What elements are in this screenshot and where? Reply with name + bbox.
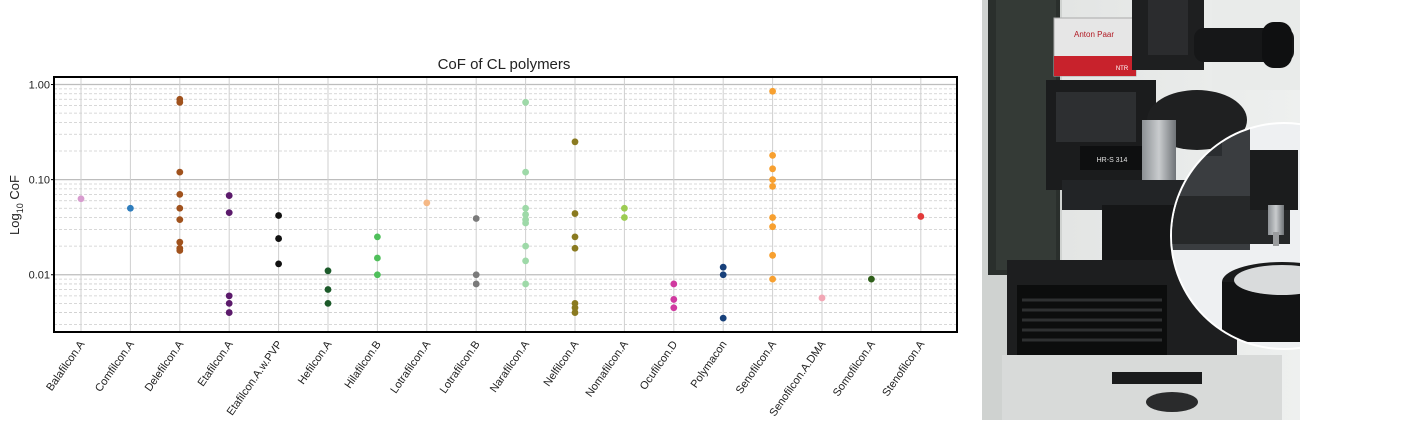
x-tick-label: Delefilcon.A (143, 338, 187, 394)
data-point (522, 204, 529, 212)
x-tick-label: Etafilcon.A (196, 338, 236, 388)
data-point (719, 263, 727, 271)
data-point (769, 165, 776, 173)
x-tick-label: Ocufilcon.D (638, 339, 680, 393)
data-point (917, 213, 925, 220)
brand-text: Anton Paar (1074, 30, 1114, 39)
data-point (522, 257, 529, 265)
data-point (472, 215, 480, 222)
data-point (176, 247, 184, 254)
data-point (275, 235, 282, 242)
data-point (621, 204, 628, 212)
y-tick-labels: 1.00 0.10 0.01 (29, 80, 54, 282)
data-point (621, 214, 628, 221)
data-point (522, 242, 529, 250)
data-point (176, 216, 184, 224)
data-point (472, 280, 480, 288)
data-point (522, 98, 529, 106)
data-point (374, 233, 381, 241)
data-point (670, 304, 678, 312)
data-point (670, 296, 678, 303)
data-point (126, 204, 134, 212)
data-point (670, 280, 678, 288)
data-point (769, 151, 776, 159)
data-point (176, 98, 184, 106)
y-axis-label: Log10 CoF (7, 175, 25, 235)
data-point (571, 244, 579, 252)
data-point (324, 267, 332, 275)
data-point (769, 223, 776, 231)
x-tick-label: Somofilcon.A (831, 338, 878, 399)
data-point (571, 304, 579, 312)
x-tick-label: Stenofilcon.A (880, 338, 927, 399)
data-point (225, 292, 233, 300)
data-point (522, 211, 529, 218)
data-point (176, 190, 184, 198)
data-point (769, 182, 776, 190)
x-tick-label: Balafilcon.A (44, 338, 88, 393)
data-point (522, 168, 529, 176)
data-point (719, 271, 727, 279)
x-tick-label: Senofilcon.A.DMA (767, 338, 828, 419)
y-axis-label-sub: 10 (15, 203, 25, 213)
x-tick-label: Hefilcon.A (296, 338, 335, 386)
chart-title: CoF of CL polymers (438, 56, 571, 73)
data-point (719, 314, 727, 322)
data-point (769, 275, 776, 283)
data-point (176, 168, 184, 176)
cof-chart: CoF of CL polymers 1.00 0.10 0.01 Balafilc… (7, 56, 958, 419)
y-axis-label-main: Log (7, 213, 22, 235)
data-point (571, 210, 579, 217)
data-point (423, 199, 431, 207)
data-point (769, 214, 776, 221)
x-tick-label: Lotrafilcon.A (388, 338, 433, 396)
y-tick-label: 0.10 (29, 175, 50, 187)
data-point (324, 299, 332, 307)
grid-lines (54, 83, 957, 325)
x-tick-label: Etafilcon.A.w.PVP (225, 339, 285, 418)
x-tick-label: Nelfilcon.A (541, 338, 581, 388)
data-point (374, 271, 381, 279)
data-point (176, 204, 184, 212)
data-point (374, 254, 381, 262)
x-tick-label: Nomafilcon.A (584, 338, 632, 399)
tribometer-photo: Anton Paar NTR HR-S 314 203 (982, 0, 1300, 420)
data-point (275, 212, 282, 219)
data-point (571, 309, 579, 316)
device-label: HR-S 314 (1097, 157, 1128, 164)
data-point (225, 192, 233, 199)
x-tick-labels: Balafilcon.A Comfilcon.A Delefilcon.A Etafi… (44, 338, 927, 419)
y-axis-label-tail: CoF (7, 175, 22, 203)
data-point (225, 209, 233, 217)
y-tick-label: 0.01 (29, 270, 50, 282)
tribometer-image: Anton Paar NTR HR-S 314 203 (982, 0, 1300, 420)
data-point (522, 280, 529, 288)
data-point (225, 299, 233, 307)
x-grid-lines (80, 77, 922, 332)
plot-frame (53, 76, 958, 333)
data-point (571, 138, 579, 146)
data-point (868, 275, 875, 283)
data-point (818, 294, 826, 302)
data-point (769, 87, 776, 95)
data-point (769, 251, 776, 259)
x-tick-label: Comfilcon.A (93, 338, 137, 394)
model-text: NTR (1116, 66, 1129, 72)
x-tick-label: Senofilcon.A (734, 338, 780, 396)
x-tick-label: Polymacon (689, 339, 730, 390)
data-point (176, 238, 184, 246)
x-tick-label: Lotrafilcon.B (438, 339, 483, 396)
data-points (77, 87, 925, 322)
data-point (324, 286, 332, 293)
x-tick-label: Hilafilcon.B (342, 339, 383, 391)
data-point (522, 219, 529, 227)
data-point (472, 271, 480, 279)
y-tick-label: 1.00 (29, 80, 50, 92)
data-point (571, 233, 579, 241)
data-point (77, 195, 85, 203)
data-point (225, 309, 233, 316)
data-point (769, 176, 776, 184)
x-tick-label: Narafilcon.A (488, 338, 533, 395)
data-point (275, 260, 282, 268)
